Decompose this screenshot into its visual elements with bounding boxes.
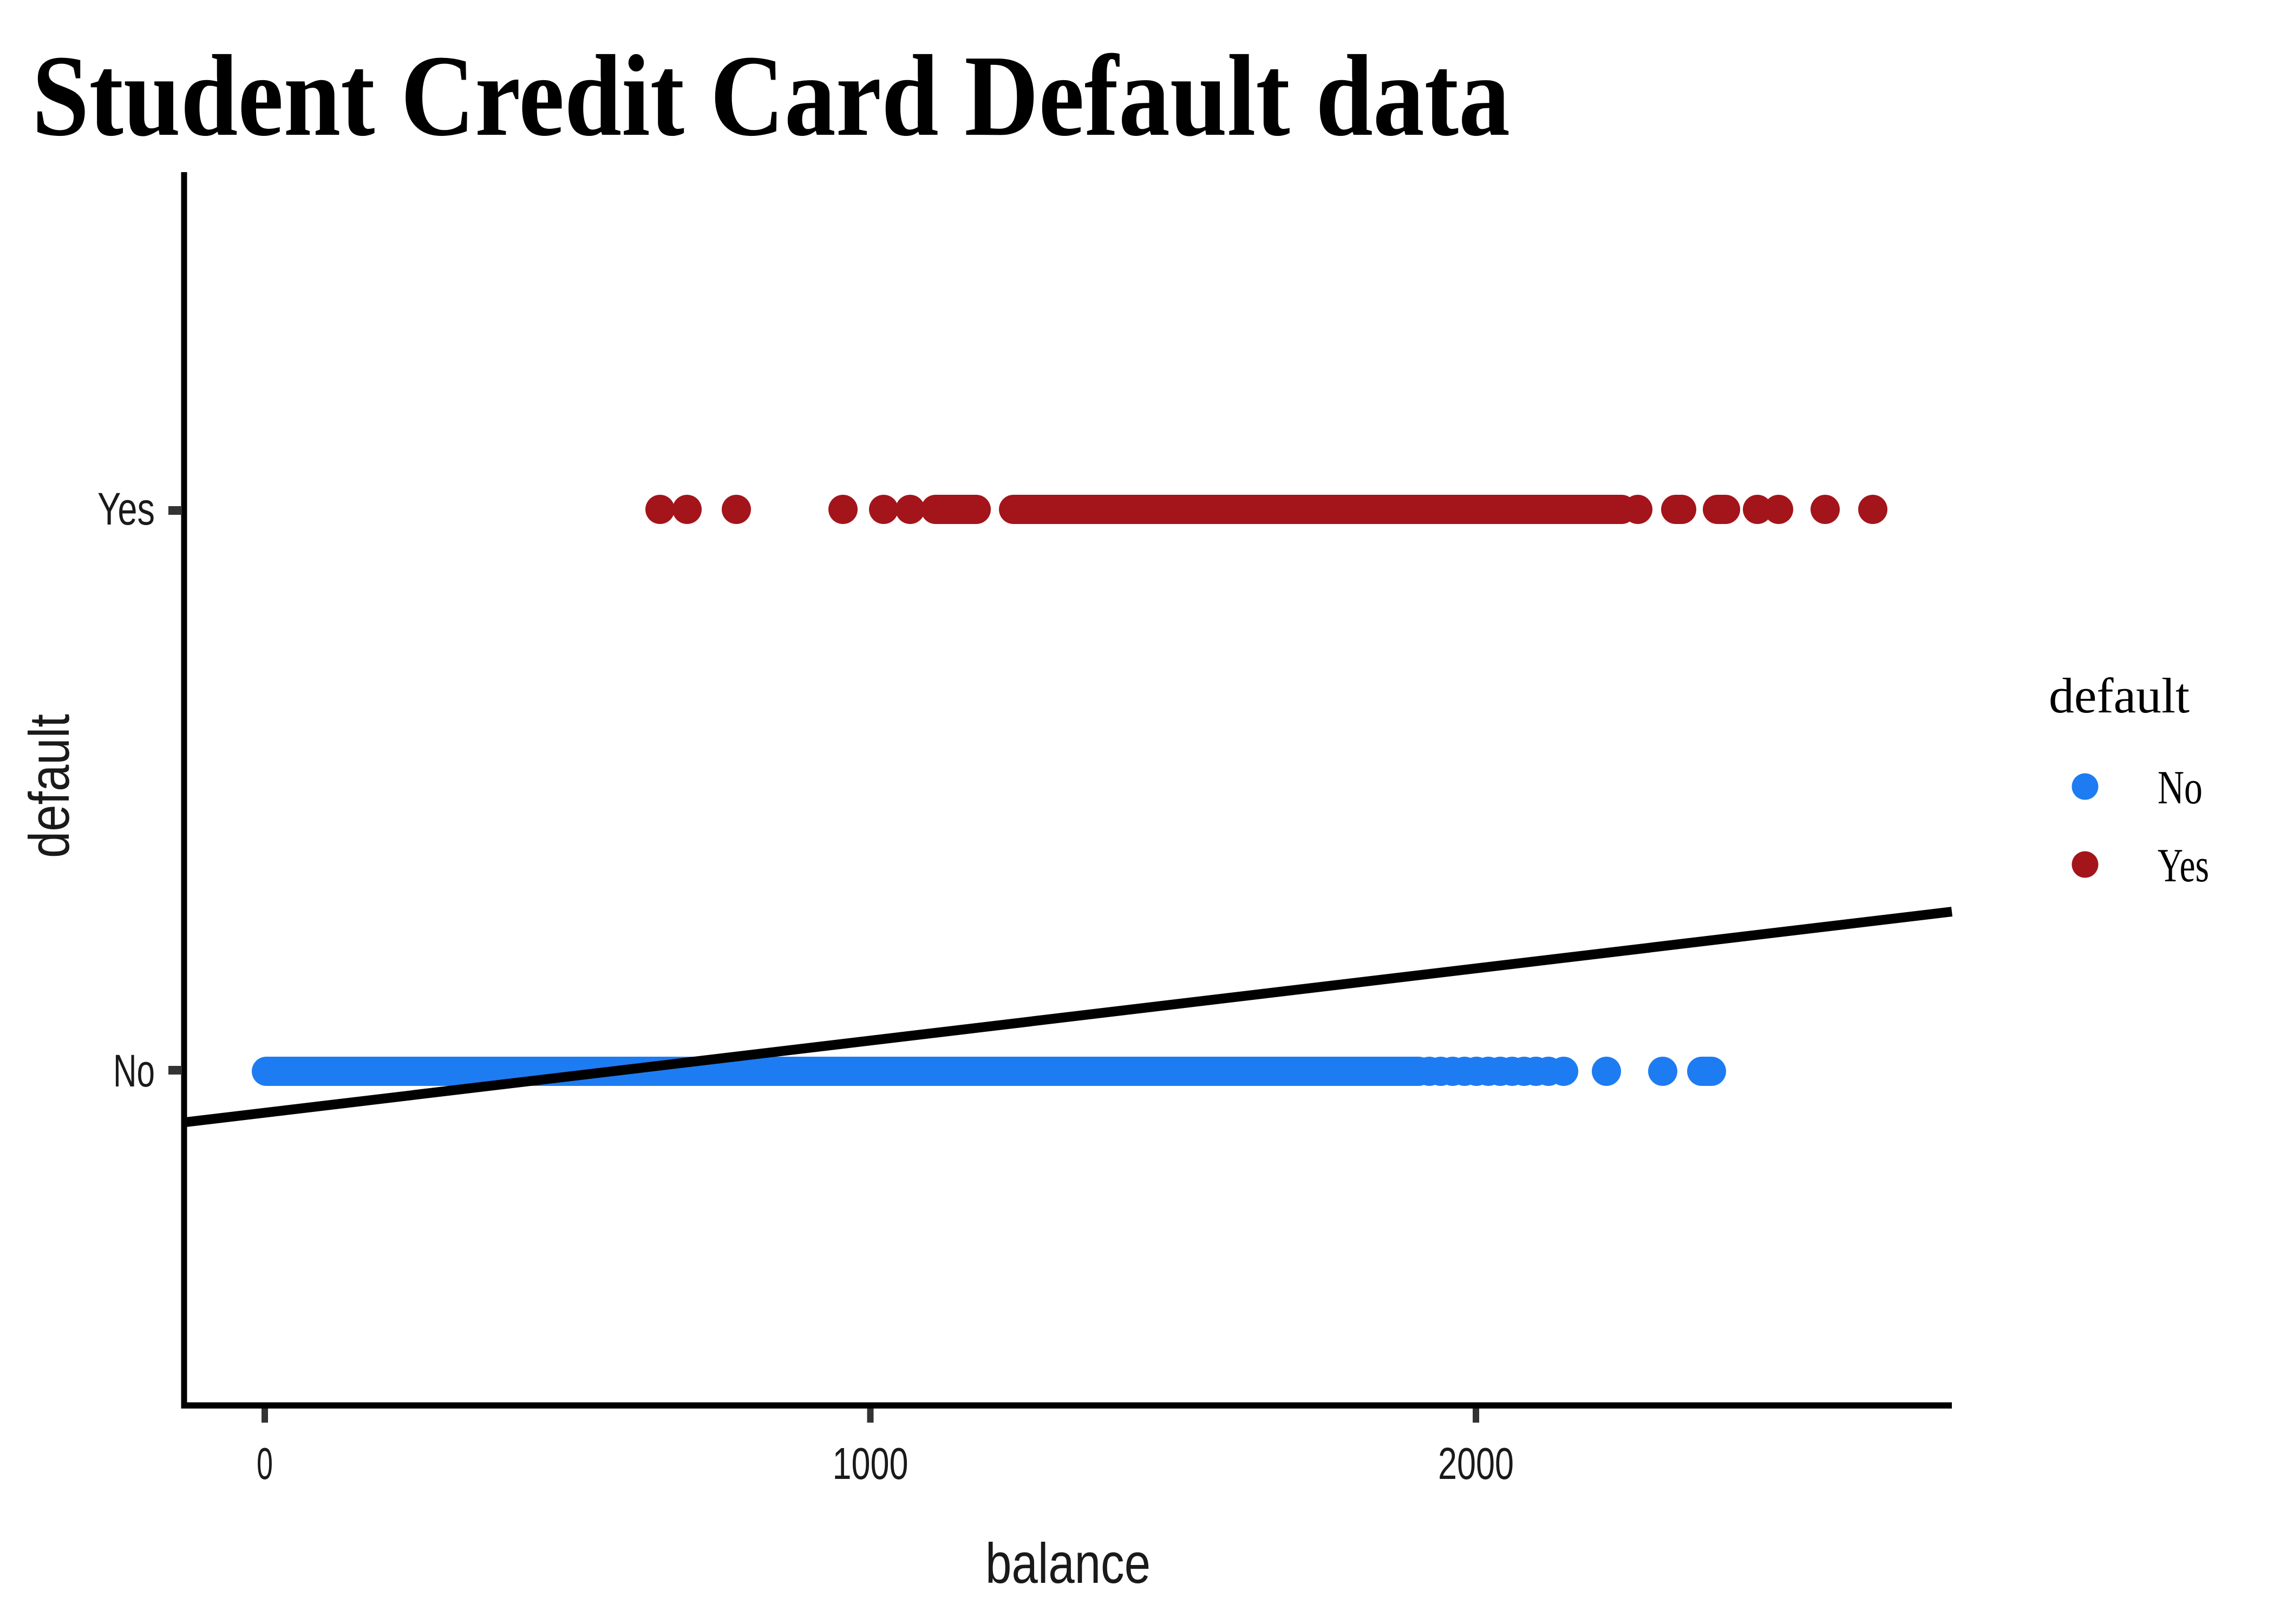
svg-text:balance: balance <box>985 1532 1151 1595</box>
svg-text:default: default <box>18 714 81 858</box>
svg-text:Yes: Yes <box>2158 840 2209 892</box>
svg-text:No: No <box>2158 762 2203 814</box>
svg-text:1000: 1000 <box>833 1438 909 1489</box>
svg-text:0: 0 <box>257 1438 273 1489</box>
svg-text:No: No <box>113 1045 155 1096</box>
svg-text:default: default <box>2049 668 2190 723</box>
svg-text:Student Credit Card Default da: Student Credit Card Default data <box>32 31 1510 160</box>
svg-text:2000: 2000 <box>1438 1438 1514 1489</box>
svg-text:Yes: Yes <box>97 483 155 534</box>
